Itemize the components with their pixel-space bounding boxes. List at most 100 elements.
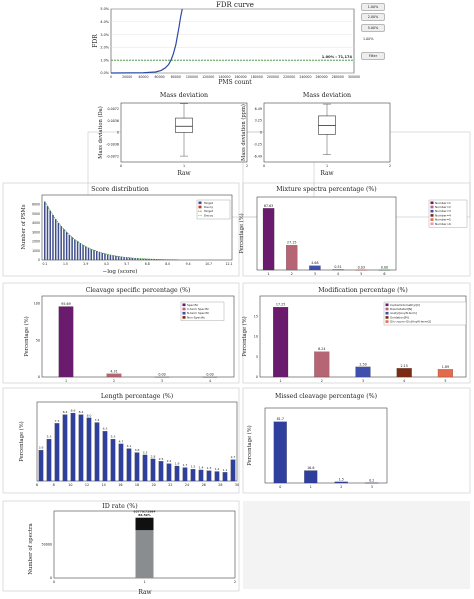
score-xlabel: −log (score) [103,268,138,275]
score-target-bar-37 [145,258,147,260]
bar-7-11 [126,448,132,482]
bar-7-3 [62,414,68,482]
bar-value-label: 1.9 [175,461,180,465]
score-target-bar-33 [134,258,136,260]
idrate-pct-label: 86.59% [138,513,151,517]
bar-value-label: 1.1 [223,468,228,472]
bar-7-0 [38,450,44,482]
score-target-bar-30 [126,257,128,260]
bar-xtick-label: 3 [362,379,364,383]
filter-button[interactable]: Filter [361,52,385,60]
score-target-bar-14 [82,245,84,260]
bar-xtick-label: 26 [202,483,206,487]
bar-value-label: 95.69 [61,302,70,306]
legend-box [383,301,467,326]
legend-entry: Number>6 [435,222,451,226]
fdr-ytick-label: 0.0% [100,71,109,75]
legend-entry: Number=2 [435,205,451,209]
fdr-2pct-button[interactable]: 2.00% [361,13,385,21]
bar-7-10 [118,443,124,482]
bar-4-1 [286,245,298,271]
score-target-bar-28 [120,256,123,260]
score-target-bar-17 [90,249,93,260]
score-legend-swatch [198,205,202,209]
bar-ytick-label: 5 [256,355,258,359]
score-target-bar-20 [98,252,101,260]
legend-swatch [182,316,186,319]
fdr-plot-area [110,8,355,74]
mass-dev-ytick-label: 3.25 [255,119,262,123]
fdr-5pct-button[interactable]: 5.00% [361,24,385,32]
mass-dev-xtick-label: 1 [326,164,328,168]
fdr-ytick-label: 3.0% [100,33,109,37]
score-xtick-label: 2.9 [83,262,88,266]
bar-value-label: 1.4 [199,465,204,469]
score-target-bar-34 [137,258,139,260]
bar-6-3 [396,368,412,378]
bar-xtick-label: 18 [135,483,139,487]
idrate-count-label: 65779/75994 [134,510,156,514]
score-ytick-label: 0 [38,258,40,262]
bar-chart-title: Length percentage (%) [101,393,173,400]
mass-dev-ylabel: Mass deviation (ppm) [240,104,247,161]
mass-dev-xtick-label: 0 [120,164,122,168]
fdr-xtick-label: 0 [110,75,112,79]
fdr-ytick-label: 4.0% [100,20,109,24]
score-ytick-label: 6000 [32,202,40,206]
legend-entry: C-term Specific [187,307,210,311]
legend-swatch [182,307,186,311]
bar-value-label: 7.4 [95,418,100,422]
fdr-1pct-button[interactable]: 1.00% [361,3,385,11]
mass-dev-ytick-label: -0.0072 [106,154,119,158]
score-target-bar-15 [85,246,87,260]
score-title: Score distribution [91,186,149,193]
score-target-bar-29 [123,257,125,260]
score-ytick-label: 5000 [32,212,40,216]
bar-ytick-label: 50 [36,338,40,342]
bar-value-label: 0.2 [369,478,374,482]
fdr-xtick-label: 280000 [332,75,344,79]
panel-outline [242,282,471,384]
bar-7-16 [166,463,172,482]
legend-swatch [385,303,389,307]
score-target-bar-25 [112,255,114,260]
score-legend-box [196,199,231,220]
score-ylabel: Number of PSMs [21,204,27,249]
bar-value-label: 2.50 [359,362,366,366]
mass-dev-title: Mass deviation [303,92,351,99]
legend-entry: Gln->pyro-Glu[AnyN-termQ] [390,320,431,324]
bar-xtick-label: 14 [102,483,106,487]
score-target-bar-2 [49,210,51,260]
idrate-unidentified-bar [135,517,154,531]
fdr-xtick-label: 300000 [348,75,360,79]
score-target-bar-18 [93,250,95,260]
score-target-bar-21 [101,253,103,260]
bar-value-label: 0.00 [158,373,165,377]
bar-chart-ylabel: Percentage (%) [241,316,248,356]
legend-entry: Acetyl[AnyN-term] [390,311,417,315]
mass-dev-ylabel: Mass deviation (Da) [97,106,104,159]
bar-xtick-label: 16 [118,483,122,487]
bar-xtick-label: 1 [65,379,67,383]
panel-outline [242,387,471,494]
bar-7-12 [134,452,140,482]
score-target-bar-6 [60,226,62,260]
legend-entry: Specific [187,303,199,307]
legend-swatch [385,316,389,319]
bar-value-label: 17.25 [276,303,285,307]
fdr-ylabel: FDR [92,34,99,48]
bar-ytick-label: 0 [256,375,258,379]
legend-entry: Number=5 [435,218,451,222]
legend-swatch [430,205,434,209]
legend-box [428,199,468,228]
score-xtick-label: 4.3 [104,262,109,266]
bar-value-label: 5.3 [47,435,52,439]
bar-xtick-label: 1 [268,272,270,276]
bar-value-label: 16.6 [307,466,314,470]
bar-chart-ylabel: Percentage (%) [238,213,245,253]
bar-xtick-label: 4 [403,379,405,383]
bar-value-label: 5.3 [111,435,116,439]
score-target-bar-9 [68,234,71,260]
bar-7-14 [150,458,156,482]
bar-xtick-label: 2 [291,272,293,276]
